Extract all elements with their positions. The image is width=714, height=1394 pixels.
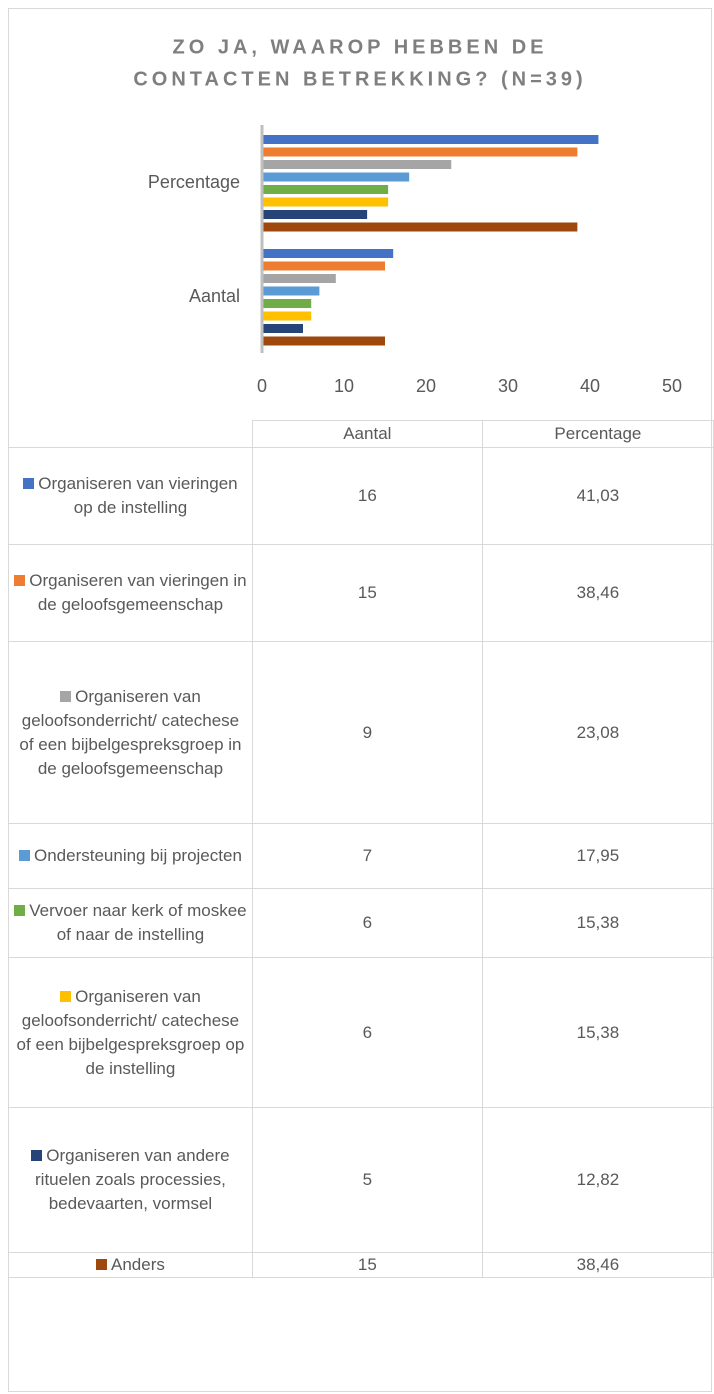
bar	[262, 197, 389, 207]
legend-label: Organiseren van geloofsonderricht/ catec…	[19, 686, 242, 778]
x-tick-label: 50	[662, 376, 682, 396]
bar	[262, 160, 452, 169]
legend-key	[18, 850, 30, 861]
bar	[262, 274, 336, 283]
legend-key	[23, 478, 35, 489]
table-row: Organiseren van geloofsonderricht/ catec…	[8, 957, 714, 1108]
legend-key	[14, 905, 26, 916]
x-tick-label: 40	[580, 376, 600, 396]
legend-cell: Anders	[8, 1252, 253, 1278]
category-label: Aantal	[189, 286, 240, 306]
table-row: Vervoer naar kerk of moskee of naar de i…	[8, 888, 714, 958]
table-header: Aantal	[251, 420, 483, 448]
bar	[262, 261, 385, 271]
table-value: 15	[251, 544, 483, 642]
table-value: 5	[251, 1107, 483, 1253]
legend-cell: Organiseren van geloofsonderricht/ catec…	[8, 641, 253, 824]
legend-cell: Ondersteuning bij projecten	[8, 823, 253, 889]
data-table: Aantal Percentage Organiseren van vieringe…	[8, 420, 714, 1278]
chart: ZO JA, WAAROP HEBBEN DE CONTACTEN BETREK…	[133, 36, 682, 396]
legend-key	[14, 575, 26, 586]
table-row: Organiseren van vieringen op de instelli…	[8, 447, 714, 545]
table-value: 12,82	[481, 1107, 714, 1253]
legend-cell: Vervoer naar kerk of moskee of naar de i…	[8, 888, 253, 958]
x-tick-label: 20	[416, 376, 436, 396]
legend-label: Organiseren van vieringen op de instelli…	[38, 474, 238, 517]
bar	[262, 172, 410, 182]
table-value: 38,46	[481, 544, 714, 642]
table-value: 15,38	[481, 957, 714, 1108]
legend-cell: Organiseren van geloofsonderricht/ catec…	[8, 957, 253, 1108]
table-row: Organiseren van andere rituelen zoals pr…	[8, 1107, 714, 1253]
table-value: 7	[251, 823, 483, 889]
table-value: 38,46	[481, 1252, 714, 1278]
table-value: 6	[251, 957, 483, 1108]
table-value: 9	[251, 641, 483, 824]
table-row: Organiseren van vieringen in de geloofsg…	[8, 544, 714, 642]
table-value: 6	[251, 888, 483, 958]
bar	[262, 135, 599, 144]
chart-title: CONTACTEN BETREKKING? (N=39)	[133, 68, 586, 90]
table-row: Organiseren van geloofsonderricht/ catec…	[8, 641, 714, 824]
bar	[262, 210, 368, 219]
table-value: 15,38	[481, 888, 714, 958]
bar	[262, 324, 303, 333]
legend-cell: Organiseren van andere rituelen zoals pr…	[8, 1107, 253, 1253]
bar	[262, 286, 320, 296]
bar	[262, 222, 578, 232]
legend-cell: Organiseren van vieringen in de geloofsg…	[8, 544, 253, 642]
table-value: 41,03	[481, 447, 714, 545]
legend-label: Organiseren van andere rituelen zoals pr…	[35, 1146, 230, 1213]
legend-label: Organiseren van vieringen in de geloofsg…	[29, 571, 247, 614]
legend-label: Anders	[111, 1255, 165, 1274]
table-header-row: Aantal Percentage	[8, 420, 714, 448]
legend-key	[31, 1150, 43, 1161]
x-tick-label: 30	[498, 376, 518, 396]
table-value: 17,95	[481, 823, 714, 889]
bar	[262, 311, 312, 321]
x-tick-label: 10	[334, 376, 354, 396]
category-label: Percentage	[148, 172, 240, 192]
legend-key	[60, 690, 72, 702]
legend-key	[60, 990, 72, 1002]
bar	[262, 249, 394, 258]
table-value: 23,08	[481, 641, 714, 824]
bar	[262, 336, 385, 346]
legend-label: Vervoer naar kerk of moskee of naar de i…	[29, 901, 247, 944]
table-row: Anders 15 38,46	[8, 1252, 714, 1278]
bar	[262, 147, 578, 157]
table-value: 16	[251, 447, 483, 545]
bar	[262, 299, 312, 308]
table-header: Percentage	[481, 420, 714, 448]
bar	[262, 185, 389, 194]
legend-label: Ondersteuning bij projecten	[33, 846, 242, 865]
chart-title: ZO JA, WAAROP HEBBEN DE	[173, 36, 548, 58]
legend-cell: Organiseren van vieringen op de instelli…	[8, 447, 253, 545]
table-row: Ondersteuning bij projecten 7 17,95	[8, 823, 714, 889]
legend-key	[96, 1259, 107, 1270]
table-corner	[8, 420, 253, 448]
table-value: 15	[251, 1252, 483, 1278]
x-tick-label: 0	[257, 376, 267, 396]
legend-label: Organiseren van geloofsonderricht/ catec…	[16, 986, 245, 1078]
